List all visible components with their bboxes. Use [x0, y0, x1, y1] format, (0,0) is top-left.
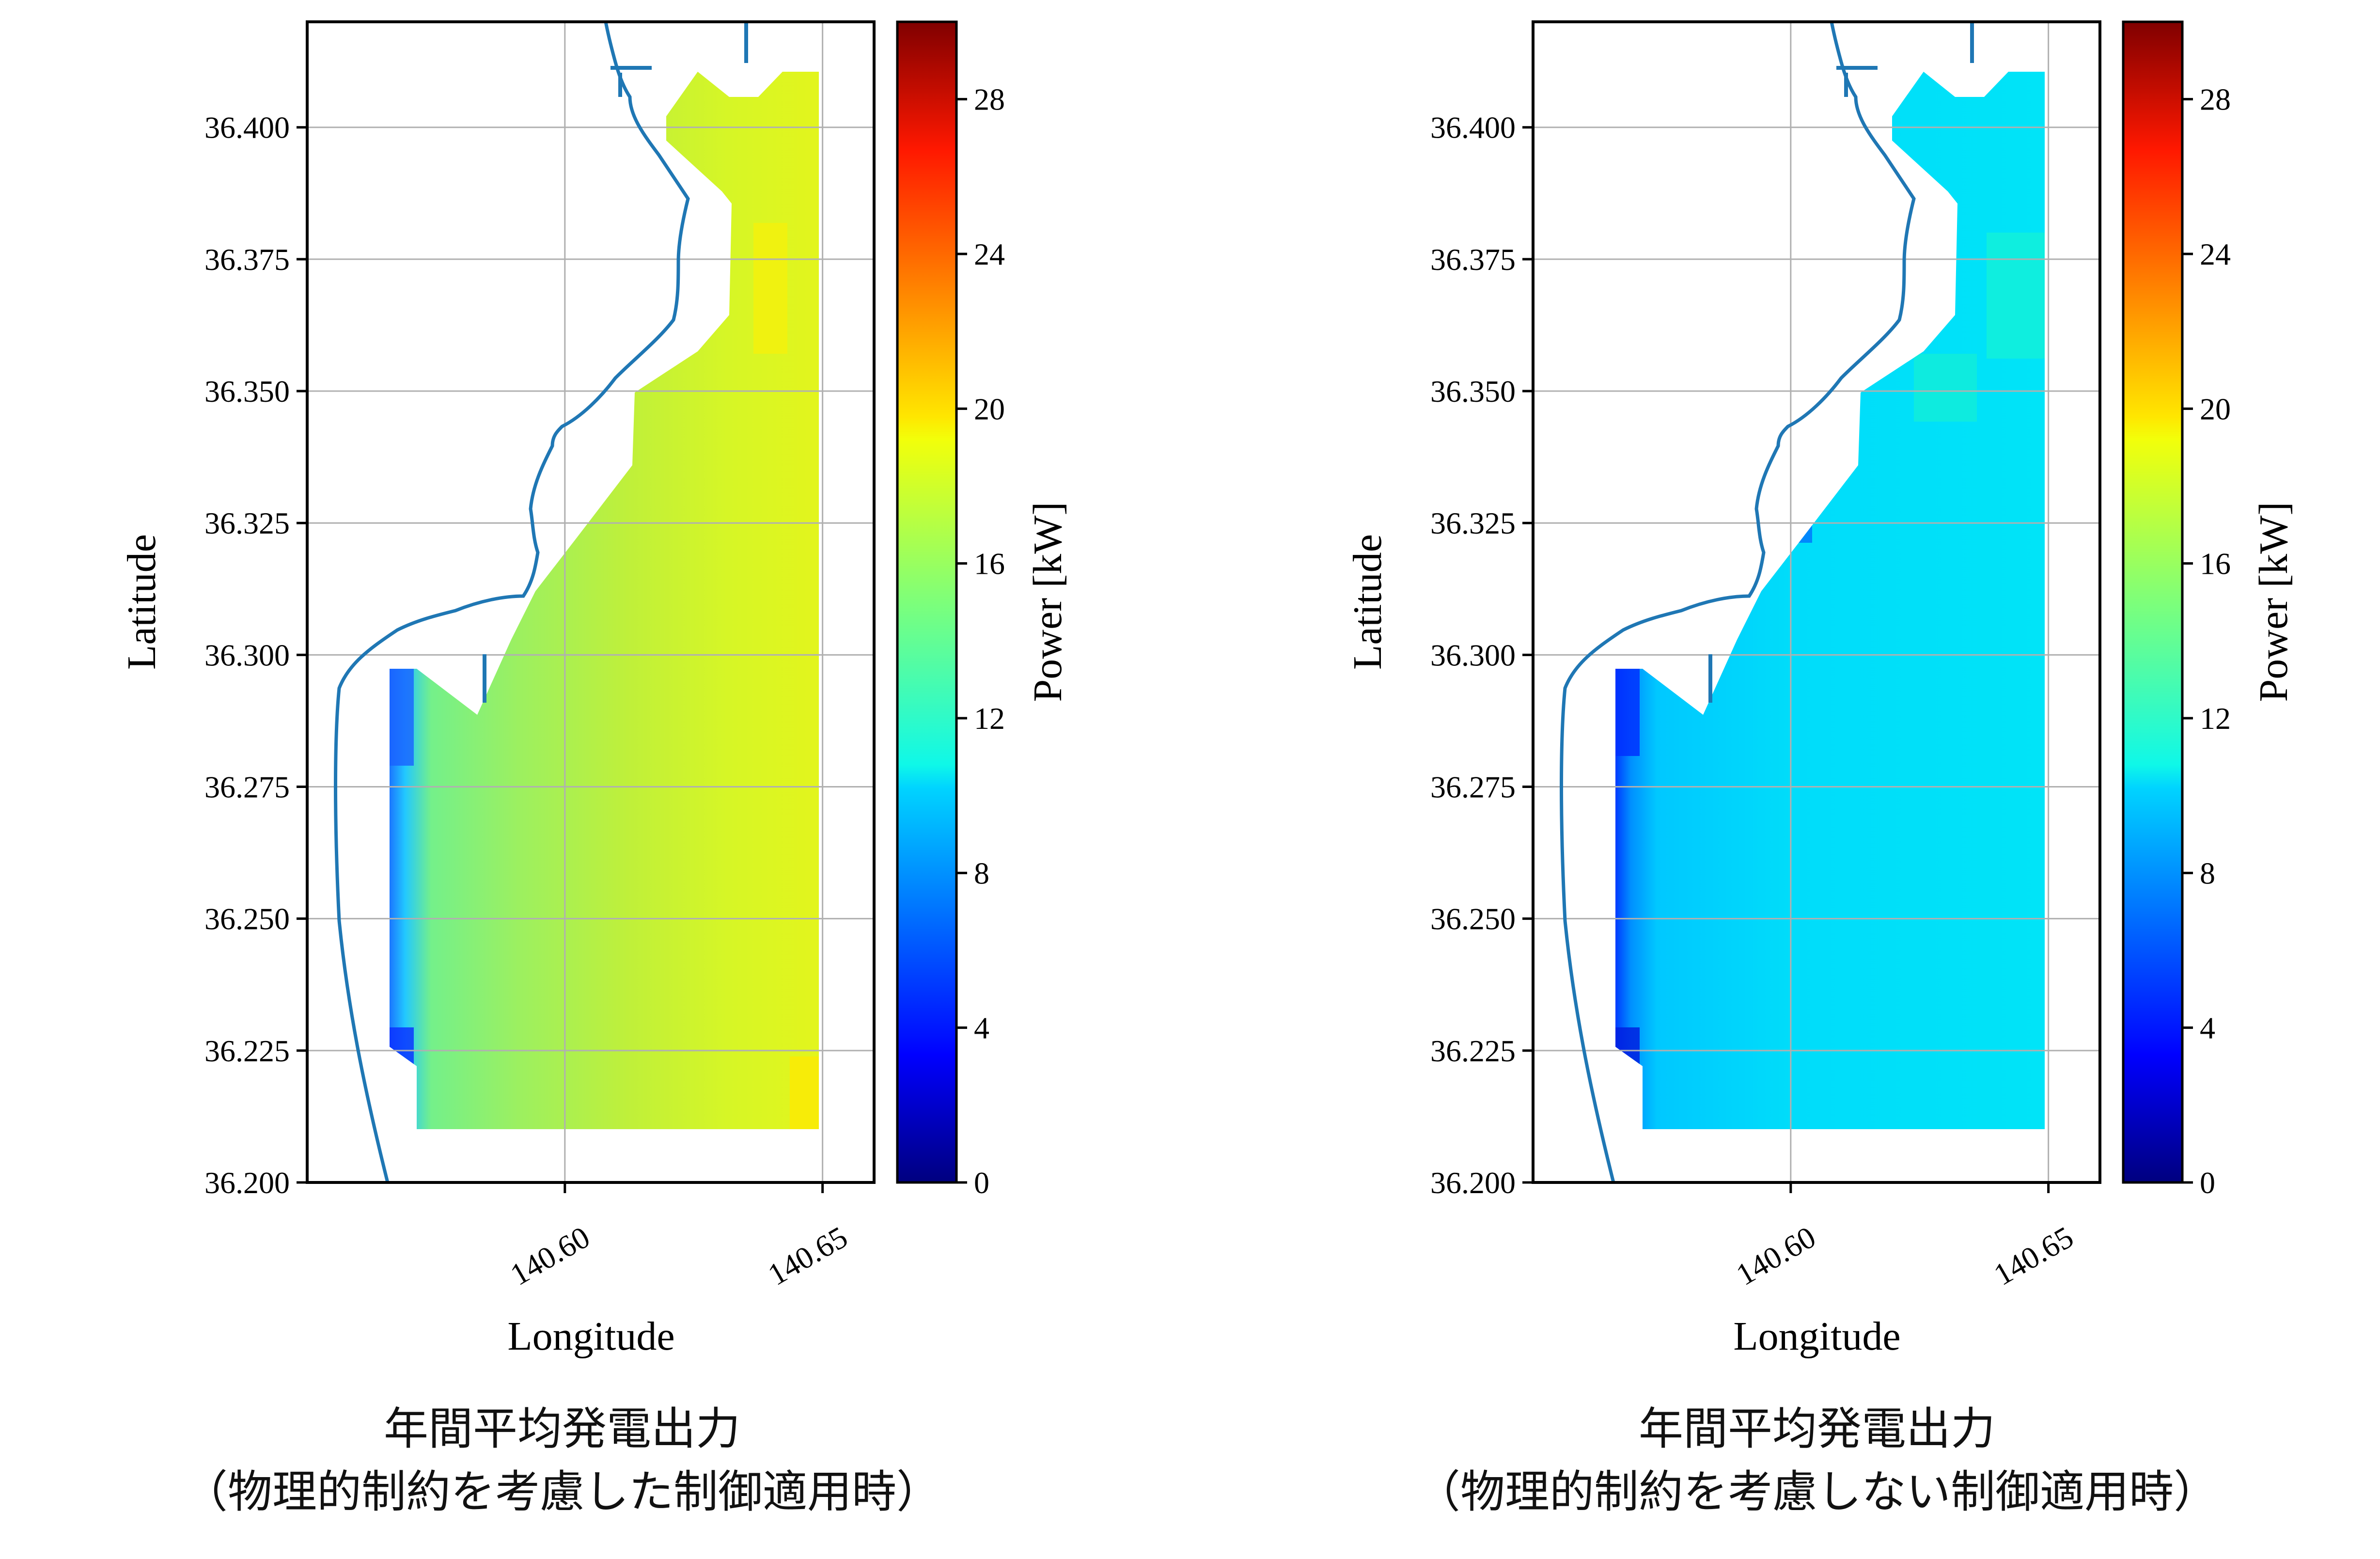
colorbar-label-right: Power [kW]	[2251, 502, 2296, 702]
colorbar-tick-label: 8	[2200, 856, 2215, 890]
breakwater-top-left	[611, 22, 748, 97]
x-tick-label: 140.65	[762, 1220, 853, 1292]
y-tick-label: 36.375	[1430, 242, 1516, 277]
y-tick-label: 36.400	[1430, 110, 1516, 145]
colorbar-tick-label: 24	[2200, 237, 2231, 271]
colorbar-left	[896, 20, 958, 1184]
colorbar-tick-label: 0	[2200, 1165, 2215, 1200]
plot-frame-right	[1532, 20, 2101, 1184]
colorbar-tick-label: 0	[974, 1165, 989, 1200]
x-tick-label: 140.60	[504, 1220, 595, 1292]
y-axis-label-left: Latitude	[119, 534, 164, 670]
colorbar-tick-label: 12	[2200, 701, 2231, 736]
y-axis-label-right: Latitude	[1345, 534, 1390, 670]
colorbar-tick-label: 8	[974, 856, 989, 890]
caption-line1-left: 年間平均発電出力	[384, 1403, 740, 1455]
coastline-left	[334, 21, 690, 1183]
colorbar-tick-label: 4	[974, 1011, 989, 1045]
y-tick-label: 36.375	[204, 242, 290, 277]
y-tick-label: 36.350	[204, 374, 290, 409]
heatmap-field-right	[1615, 72, 2045, 1129]
y-tick-label: 36.350	[1430, 374, 1516, 409]
y-tick-label: 36.200	[1430, 1165, 1516, 1200]
y-tick-label: 36.250	[1430, 902, 1516, 936]
y-tick-label: 36.250	[204, 902, 290, 936]
y-tick-label: 36.275	[1430, 770, 1516, 804]
coastline-right	[1560, 21, 1916, 1183]
x-axis-label-left: Longitude	[507, 1314, 674, 1359]
plot-frame-left	[306, 20, 876, 1184]
colorbar-label-left: Power [kW]	[1025, 502, 1070, 702]
colorbar-tick-label: 4	[2200, 1011, 2215, 1045]
y-tick-label: 36.325	[1430, 506, 1516, 540]
x-ticks-right: 140.60 140.65	[1730, 1182, 2079, 1292]
y-tick-label: 36.300	[204, 638, 290, 672]
y-tick-label: 36.325	[204, 506, 290, 540]
colorbar-tick-label: 16	[974, 547, 1005, 581]
y-tick-label: 36.225	[204, 1034, 290, 1068]
colorbar-ticks-left: 0 4 8 12 16 20 24 28	[956, 82, 1005, 1200]
y-tick-label: 36.300	[1430, 638, 1516, 672]
heatmap-field-left	[390, 72, 819, 1129]
y-tick-label: 36.225	[1430, 1034, 1516, 1068]
colorbar-right	[2122, 20, 2184, 1184]
x-tick-label: 140.60	[1730, 1220, 1821, 1292]
x-ticks-left: 140.60 140.65	[504, 1182, 853, 1292]
colorbar-tick-label: 12	[974, 701, 1005, 736]
colorbar-tick-label: 20	[974, 392, 1005, 426]
panel-right: 140.60 140.65 36.20036.22536.25036.27536.…	[1345, 20, 2296, 1518]
colorbar-tick-label: 28	[974, 82, 1005, 117]
caption-line2-right: （物理的制約を考慮しない制御適用時）	[1416, 1466, 2218, 1518]
breakwater-top-right	[1836, 22, 1974, 97]
colorbar-ticks-right: 0 4 8 12 16 20 24 28	[2182, 82, 2231, 1200]
y-ticks-left: 36.200 36.225 36.250 36.275 36.300 36.325 36.3…	[204, 110, 307, 1200]
y-tick-label: 36.200	[204, 1165, 290, 1200]
y-ticks-right: 36.200 36.225 36.250 36.275 36.300 36.325 36.3…	[1430, 110, 1533, 1200]
caption-line2-left: （物理的制約を考慮した制御適用時）	[183, 1466, 941, 1518]
caption-line1-right: 年間平均発電出力	[1639, 1403, 1995, 1455]
colorbar-tick-label: 20	[2200, 392, 2231, 426]
y-tick-label: 36.275	[204, 770, 290, 804]
x-tick-label: 140.65	[1988, 1220, 2079, 1292]
panel-left: 140.60 140.65 36.20036.22536.25036.27536.…	[119, 20, 1070, 1518]
colorbar-tick-label: 16	[2200, 547, 2231, 581]
y-tick-label: 36.400	[204, 110, 290, 145]
colorbar-tick-label: 28	[2200, 82, 2231, 117]
x-axis-label-right: Longitude	[1733, 1314, 1900, 1359]
colorbar-tick-label: 24	[974, 237, 1005, 271]
